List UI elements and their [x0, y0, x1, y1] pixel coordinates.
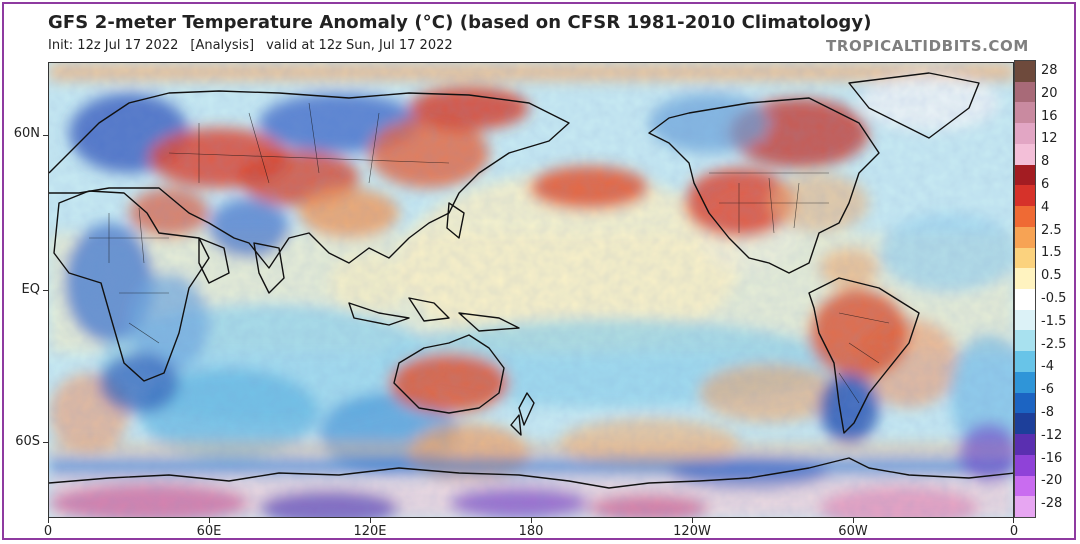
- map-subtitle: Init: 12z Jul 17 2022 [Analysis] valid at …: [48, 38, 453, 53]
- colorbar-label: -12: [1041, 427, 1063, 443]
- lon-tick: [531, 518, 532, 523]
- colorbar-segment: [1015, 185, 1035, 207]
- colorbar-segment: [1015, 434, 1035, 456]
- lon-label-60w: 60W: [838, 524, 868, 539]
- lat-label-60s: 60S: [15, 434, 40, 449]
- colorbar-label: -8: [1041, 405, 1054, 420]
- colorbar-label: -6: [1041, 382, 1054, 398]
- valid-time: valid at 12z Sun, Jul 17 2022: [266, 38, 453, 53]
- lon-tick: [48, 518, 49, 523]
- analysis-tag: [Analysis]: [190, 38, 255, 53]
- brand-watermark: TROPICALTIDBITS.COM: [826, 37, 1029, 55]
- lon-tick: [209, 518, 210, 523]
- noise-texture: [49, 63, 1013, 517]
- lon-label-120w: 120W: [673, 524, 711, 539]
- lon-label-0: 0: [43, 524, 53, 539]
- colorbar-label: -4: [1041, 359, 1054, 375]
- lat-tick-60n: [43, 135, 48, 136]
- colorbar-segment: [1015, 226, 1035, 249]
- lat-tick-60s: [43, 442, 48, 443]
- init-time: Init: 12z Jul 17 2022: [48, 38, 179, 53]
- lon-tick: [853, 518, 854, 523]
- lon-label-60e: 60E: [196, 524, 222, 539]
- lon-tick: [370, 518, 371, 523]
- lon-tick: [1013, 518, 1014, 523]
- colorbar-label: 2.5: [1041, 222, 1062, 238]
- coastlines: [49, 72, 1013, 489]
- colorbar-label: 8: [1041, 154, 1050, 170]
- lon-label-120e: 120E: [353, 524, 387, 539]
- colorbar-segment: [1015, 330, 1035, 352]
- colorbar-segment: [1015, 475, 1035, 497]
- colorbar-label: -1.5: [1041, 313, 1067, 329]
- colorbar-label: 6: [1041, 177, 1050, 192]
- anomaly-map: [48, 62, 1014, 518]
- colorbar-label: 4: [1041, 199, 1050, 215]
- colorbar-label: 20: [1041, 85, 1058, 101]
- lon-tick: [692, 518, 693, 523]
- colorbar-segment: [1015, 81, 1035, 103]
- colorbar-label: 1.5: [1041, 245, 1062, 261]
- colorbar-segment: [1015, 164, 1035, 186]
- colorbar-label: -28: [1041, 496, 1063, 512]
- colorbar-segment: [1015, 123, 1035, 145]
- colorbar-label: -2.5: [1041, 336, 1067, 352]
- colorbar-segment: [1015, 143, 1035, 166]
- anomaly-map-graphic: [49, 63, 1013, 517]
- country-borders: [89, 102, 890, 404]
- colorbar: [1014, 60, 1036, 518]
- colorbar-segment: [1015, 351, 1035, 373]
- colorbar-segment: [1015, 102, 1035, 124]
- colorbar-label: 12: [1041, 131, 1058, 147]
- colorbar-segment: [1015, 289, 1035, 311]
- colorbar-segment: [1015, 309, 1035, 331]
- colorbar-segment: [1015, 247, 1035, 269]
- colorbar-segment: [1015, 206, 1035, 228]
- map-title: GFS 2-meter Temperature Anomaly (°C) (ba…: [48, 12, 872, 33]
- lon-label-0-end: 0: [1009, 524, 1019, 539]
- colorbar-segment: [1015, 413, 1035, 435]
- colorbar-label: -16: [1041, 450, 1063, 466]
- colorbar-segment: [1015, 454, 1035, 477]
- lat-label-60n: 60N: [13, 126, 40, 141]
- colorbar-segment: [1015, 392, 1035, 414]
- colorbar-label: -0.5: [1041, 291, 1067, 306]
- lat-tick-eq: [43, 290, 48, 291]
- colorbar-label: 28: [1041, 63, 1058, 78]
- lat-label-eq: EQ: [21, 282, 40, 297]
- colorbar-segment: [1015, 61, 1035, 83]
- colorbar-label: 16: [1041, 108, 1058, 124]
- lon-label-180: 180: [518, 524, 544, 539]
- colorbar-segment: [1015, 496, 1035, 518]
- colorbar-label: -20: [1041, 473, 1063, 489]
- colorbar-label: 0.5: [1041, 268, 1062, 284]
- colorbar-segment: [1015, 371, 1035, 394]
- colorbar-segment: [1015, 268, 1035, 290]
